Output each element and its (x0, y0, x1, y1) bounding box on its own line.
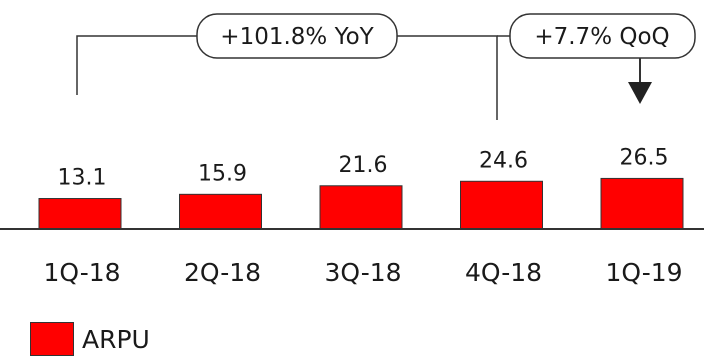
yoy-bracket-line-right (397, 35, 498, 120)
bar-1q-18 (38, 198, 122, 230)
bar-1q-19 (600, 177, 684, 230)
yoy-annotation-text: +101.8% YoY (220, 24, 374, 50)
tick-label-1q-19: 1Q-19 (605, 258, 682, 287)
bar-2q-18 (179, 193, 262, 230)
bar-3q-18 (319, 185, 403, 230)
qoq-arrow-head (628, 82, 652, 104)
legend-swatch-arpu (30, 322, 74, 356)
legend-label-arpu: ARPU (82, 324, 150, 354)
tick-label-3q-18: 3Q-18 (324, 258, 401, 287)
data-label-4q-18: 24.6 (479, 148, 528, 173)
yoy-bracket-line (76, 35, 197, 95)
tick-label-1q-18: 1Q-18 (43, 258, 120, 287)
tick-label-2q-18: 2Q-18 (184, 258, 261, 287)
bar-4q-18 (460, 180, 543, 230)
qoq-annotation-text: +7.7% QoQ (534, 24, 669, 50)
qoq-annotation-box (509, 13, 696, 59)
tick-label-4q-18: 4Q-18 (465, 258, 542, 287)
data-label-1q-19: 26.5 (620, 145, 669, 170)
data-label-2q-18: 15.9 (198, 161, 247, 186)
data-label-3q-18: 21.6 (339, 153, 388, 178)
data-label-1q-18: 13.1 (58, 166, 107, 191)
legend: ARPU (30, 322, 150, 356)
